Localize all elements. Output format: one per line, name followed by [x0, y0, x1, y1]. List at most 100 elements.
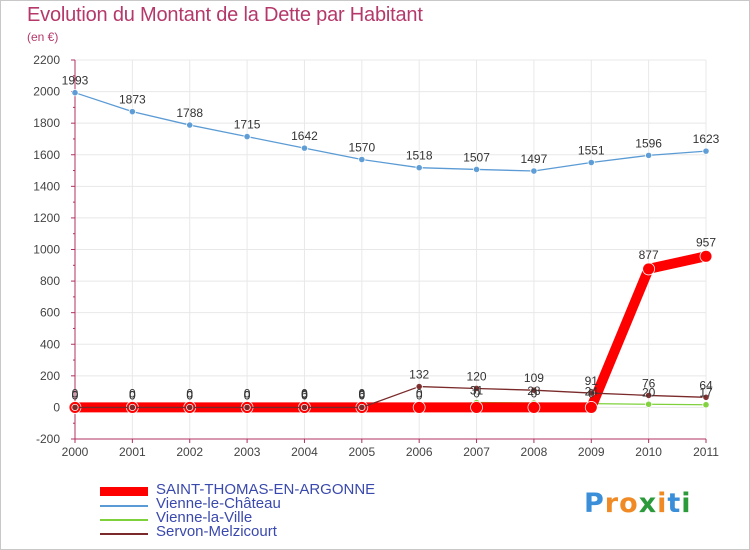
data-point-vienne-le-chateau [243, 132, 251, 141]
x-tick-label: 2000 [62, 445, 89, 459]
data-point-servon-melzicourt [300, 403, 309, 412]
data-label-vienne-la-ville: 17 [699, 386, 713, 400]
y-tick-label: 1600 [33, 148, 60, 162]
data-label-servon-melzicourt: 64 [699, 378, 713, 392]
x-tick-label: 2004 [291, 445, 318, 459]
data-point-saint-thomas [699, 249, 713, 263]
data-point-saint-thomas [412, 401, 426, 414]
series-line-vienne-le-chateau [74, 92, 707, 172]
data-label-saint-thomas: 0 [301, 386, 308, 400]
x-tick-label: 2009 [578, 445, 605, 459]
legend-swatch [100, 505, 148, 507]
legend-swatch [100, 533, 148, 535]
data-point-vienne-le-chateau [186, 121, 194, 129]
y-tick-label: 2000 [33, 85, 60, 99]
legend-swatch [100, 519, 148, 521]
logo-letter: P [584, 488, 605, 519]
data-label-vienne-le-chateau: 1518 [406, 149, 433, 163]
data-label-vienne-la-ville: 24 [585, 385, 599, 399]
logo-letter: i [657, 488, 668, 519]
data-label-vienne-le-chateau: 1507 [463, 150, 490, 164]
data-point-saint-thomas [470, 401, 483, 414]
legend-label: Vienne-la-Ville [156, 509, 253, 526]
axes: -200020040060080010001200140016001800200… [33, 53, 719, 459]
legend-label: Vienne-le-Château [156, 495, 281, 512]
data-label-vienne-le-chateau: 1551 [578, 143, 605, 157]
data-label-saint-thomas: 0 [72, 386, 79, 400]
data-point-vienne-le-chateau [358, 155, 366, 164]
x-tick-label: 2011 [693, 445, 719, 459]
data-label-vienne-la-ville: 6 [301, 387, 308, 401]
chart-title: Evolution du Montant de la Dette par Hab… [27, 4, 423, 26]
data-label-saint-thomas: 0 [588, 386, 595, 400]
data-label-saint-thomas: 0 [416, 386, 423, 400]
x-tick-label: 2002 [176, 445, 203, 459]
data-point-servon-melzicourt [645, 391, 653, 400]
data-label-vienne-le-chateau: 1497 [521, 152, 548, 166]
proxiti-logo: Proxiti [584, 488, 692, 519]
unit-label: (en €) [27, 30, 59, 44]
data-label-vienne-le-chateau: 1623 [693, 132, 720, 146]
data-label-vienne-la-ville: 6 [358, 387, 365, 401]
data-label-saint-thomas: 0 [129, 386, 136, 400]
data-label-servon-melzicourt: 0 [72, 388, 79, 402]
data-point-servon-melzicourt [415, 382, 423, 391]
series-line-servon-melzicourt [74, 385, 707, 409]
data-point-vienne-le-chateau [530, 167, 538, 175]
data-label-servon-melzicourt: 76 [642, 376, 656, 390]
data-label-servon-melzicourt: 109 [524, 371, 544, 385]
y-tick-label: 1800 [33, 116, 60, 130]
data-point-servon-melzicourt [702, 393, 710, 401]
logo-letter: t [667, 488, 682, 519]
data-label-saint-thomas: 877 [639, 248, 659, 262]
data-label-servon-melzicourt: 0 [244, 388, 251, 402]
x-tick-label: 2005 [348, 445, 375, 459]
data-point-vienne-le-chateau [71, 89, 79, 97]
data-point-vienne-le-chateau [702, 147, 710, 155]
y-tick-label: 400 [40, 337, 60, 351]
data-point-servon-melzicourt [186, 403, 194, 412]
y-tick-label: 800 [40, 274, 60, 288]
data-point-servon-melzicourt [530, 386, 538, 394]
legend-label: SAINT-THOMAS-EN-ARGONNE [156, 481, 376, 498]
series-layer [68, 89, 713, 414]
y-tick-label: 1400 [33, 179, 60, 193]
data-label-saint-thomas: 0 [473, 386, 480, 400]
data-point-servon-melzicourt [587, 389, 595, 397]
data-point-servon-melzicourt [71, 403, 79, 412]
data-label-servon-melzicourt: 0 [358, 388, 365, 402]
data-label-vienne-le-chateau: 1596 [635, 136, 662, 150]
data-point-vienne-le-chateau [587, 158, 595, 167]
x-tick-label: 2006 [406, 445, 433, 459]
data-point-vienne-le-chateau [415, 164, 423, 172]
data-point-vienne-le-chateau [300, 144, 309, 152]
x-tick-label: 2008 [521, 445, 548, 459]
grid-lines [74, 59, 707, 440]
y-tick-label: 2200 [33, 53, 60, 67]
data-label-saint-thomas: 0 [358, 386, 365, 400]
data-point-saint-thomas [642, 262, 656, 276]
data-label-vienne-le-chateau: 1570 [348, 140, 375, 154]
data-label-vienne-le-chateau: 1715 [234, 118, 261, 132]
data-label-vienne-la-ville: 28 [527, 384, 541, 398]
data-label-vienne-le-chateau: 1993 [62, 74, 89, 88]
data-label-vienne-le-chateau: 1642 [291, 129, 318, 143]
data-point-vienne-le-chateau [128, 108, 136, 116]
data-label-vienne-la-ville: 20 [642, 385, 656, 399]
data-point-servon-melzicourt [472, 384, 481, 393]
data-point-vienne-la-ville [702, 401, 710, 409]
y-tick-label: 200 [40, 369, 60, 383]
data-label-vienne-la-ville: 0 [416, 388, 423, 402]
logo-letter: r [604, 488, 620, 519]
x-tick-label: 2003 [234, 445, 261, 459]
data-point-vienne-le-chateau [472, 165, 481, 174]
y-tick-label: 1000 [33, 243, 60, 257]
data-label-vienne-la-ville: 0 [129, 388, 136, 402]
data-label-vienne-la-ville: 0 [244, 388, 251, 402]
data-labels: 0 0 0 0 0 0 0 0 0 0 877 957 1993 1873 1788 1715 1642 1570… [62, 74, 720, 403]
data-label-vienne-le-chateau: 1873 [119, 93, 146, 107]
data-label-vienne-le-chateau: 1788 [176, 106, 203, 120]
data-label-saint-thomas: 957 [696, 235, 716, 249]
data-point-saint-thomas [527, 401, 541, 414]
